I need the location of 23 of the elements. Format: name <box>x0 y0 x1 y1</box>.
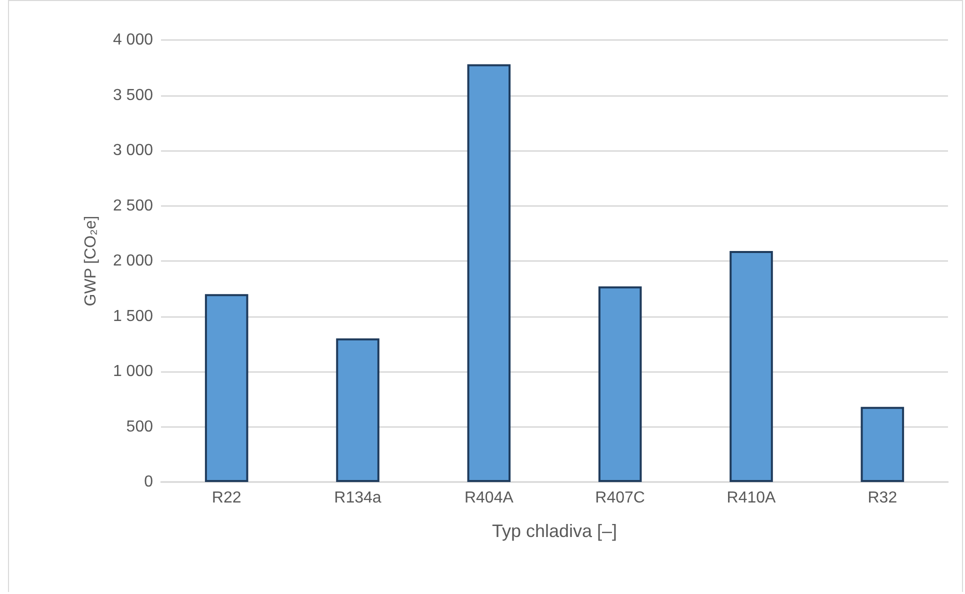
y-tick-label: 500 <box>126 418 154 436</box>
y-tick-label: 3 500 <box>112 86 154 104</box>
x-axis-title: Typ chladiva [–] <box>492 521 618 541</box>
bar <box>730 251 773 482</box>
bar <box>204 294 248 482</box>
y-tick-label: 1 500 <box>112 308 154 325</box>
bar <box>860 406 904 482</box>
y-tick-label: 4 000 <box>112 32 154 48</box>
x-tick-label: R32 <box>868 490 898 506</box>
x-tick-label: R22 <box>212 490 242 506</box>
y-tick-label: 3 000 <box>112 142 154 159</box>
x-tick-label: R407C <box>595 490 645 506</box>
bar <box>598 286 642 482</box>
y-tick-label: 2 500 <box>112 197 154 214</box>
bar <box>467 64 511 482</box>
x-tick-label: R404A <box>464 490 514 506</box>
y-tick-label: 2 000 <box>112 252 154 270</box>
y-axis-title: GWP [CO₂e] <box>82 216 100 306</box>
x-tick-label: R410A <box>726 490 776 506</box>
y-tick-label: 0 <box>144 474 154 490</box>
x-tick-label: R134a <box>334 490 382 506</box>
y-tick-label: 1 000 <box>112 363 154 380</box>
bar <box>336 338 380 482</box>
